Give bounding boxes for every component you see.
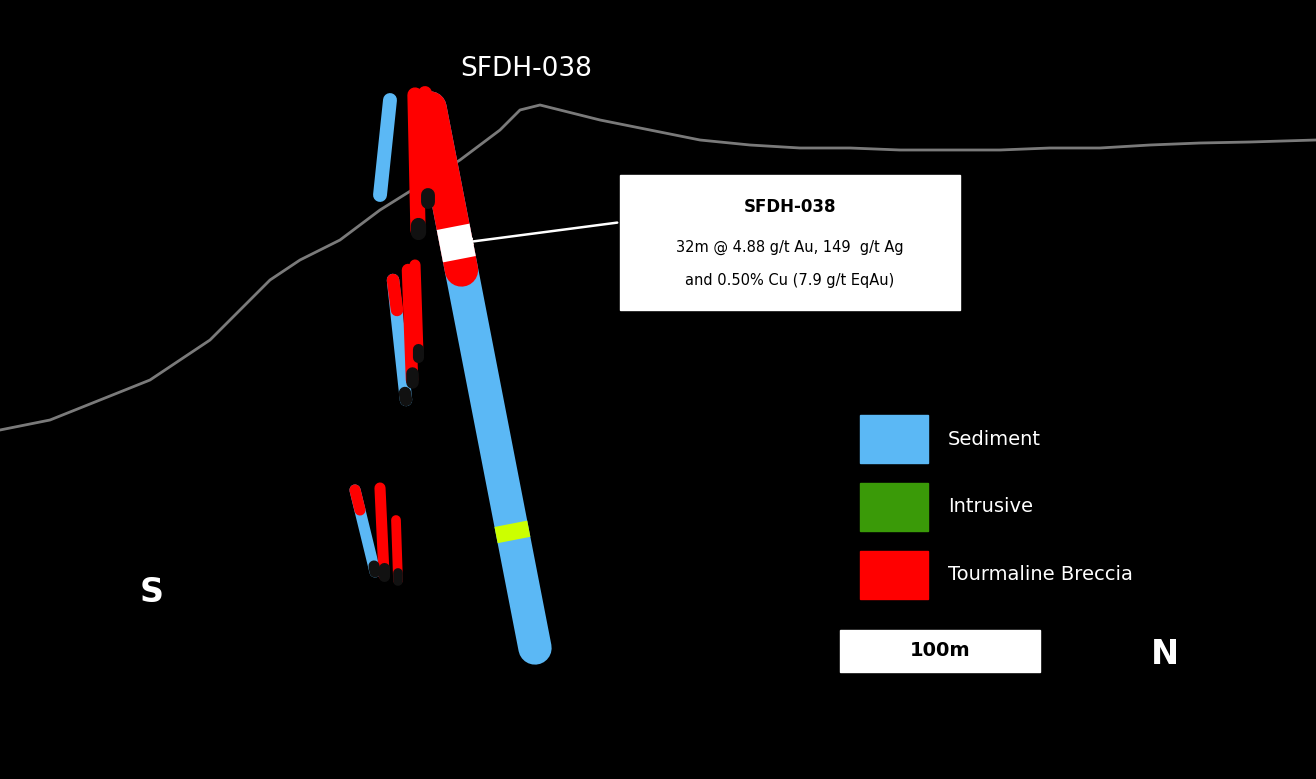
Bar [859,415,928,463]
Text: Intrusive: Intrusive [948,498,1033,516]
Bar [840,630,1040,672]
Text: N: N [1150,638,1179,671]
Bar [859,551,928,599]
Text: S: S [139,576,163,608]
Text: and 0.50% Cu (7.9 g/t EqAu): and 0.50% Cu (7.9 g/t EqAu) [686,273,895,287]
Text: 32m @ 4.88 g/t Au, 149  g/t Ag: 32m @ 4.88 g/t Au, 149 g/t Ag [676,239,904,255]
Bar [620,175,959,310]
Text: SFDH-038: SFDH-038 [744,198,836,216]
Text: Sediment: Sediment [948,429,1041,449]
Text: 100m: 100m [909,641,970,661]
Text: SFDH-038: SFDH-038 [461,55,592,82]
Bar [859,483,928,531]
Text: Tourmaline Breccia: Tourmaline Breccia [948,566,1133,584]
